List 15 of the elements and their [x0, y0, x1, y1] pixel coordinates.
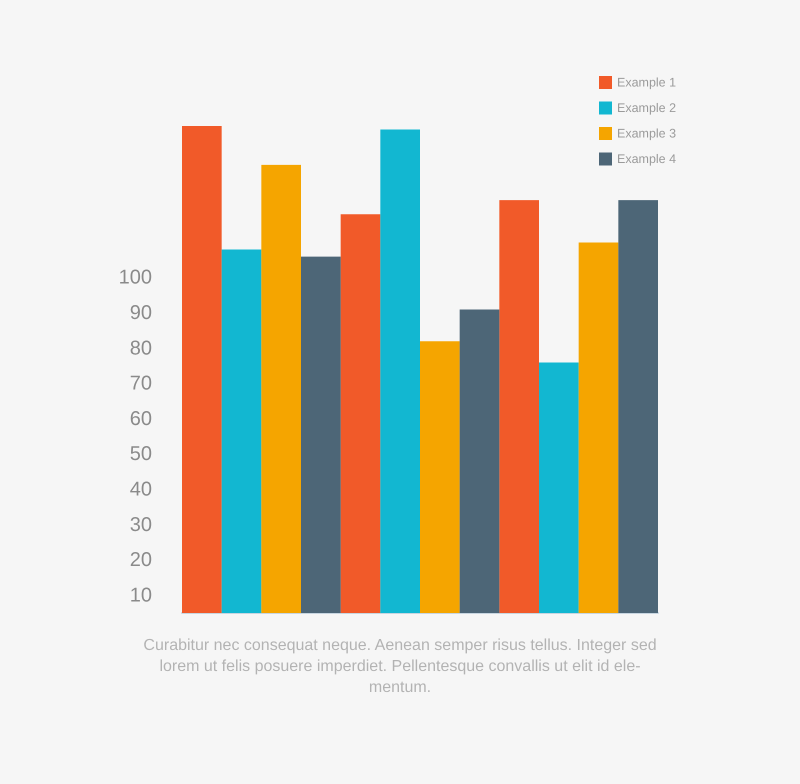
legend-label: Example 3 — [617, 126, 676, 140]
y-tick-label: 100 — [118, 266, 152, 289]
y-tick-label: 40 — [130, 478, 152, 500]
y-tick-label: 50 — [130, 443, 152, 466]
y-tick-label: 20 — [130, 549, 152, 572]
legend-label: Example 4 — [617, 152, 676, 166]
y-tick-label: 80 — [130, 337, 152, 360]
y-tick-label: 60 — [130, 408, 152, 430]
y-tick-label: 30 — [130, 514, 152, 536]
legend-label: Example 2 — [617, 101, 676, 115]
y-tick-label: 90 — [130, 302, 152, 324]
legend-label: Example 1 — [617, 76, 676, 90]
text: Curabitur nec consequat neque. Aenean semper risus tellus. Integer sed lorem ut felis posuere imperdiet. Pellentesque convallis ut elit id ele- mentum. — [143, 637, 657, 696]
y-tick-label: 70 — [130, 372, 152, 395]
y-tick-label: 10 — [130, 584, 152, 606]
